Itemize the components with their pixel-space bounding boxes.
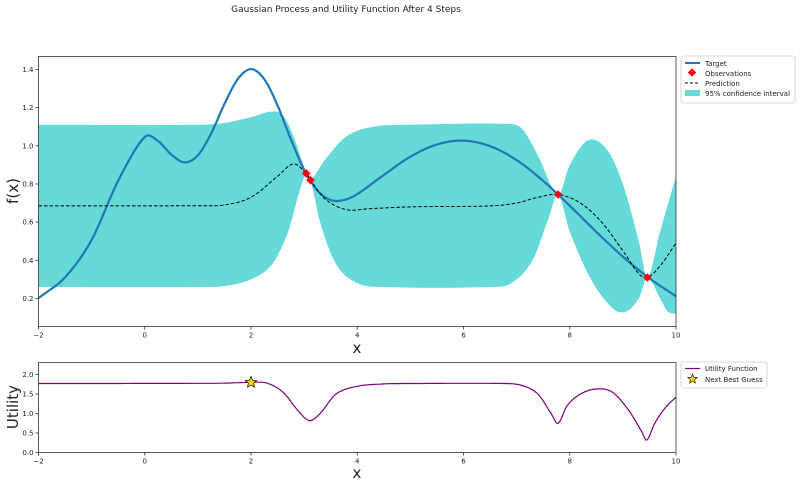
x-tick-label: 10 — [672, 332, 681, 340]
y-tick-label: 1.4 — [22, 66, 34, 74]
y-tick-label: 0.0 — [22, 449, 33, 457]
y-tick-label: 0.2 — [22, 295, 33, 303]
legend-confidence-swatch — [685, 90, 700, 96]
y-tick-label: 1.0 — [22, 142, 33, 150]
legend-target-label: Target — [704, 60, 727, 68]
x-tick-label: −2 — [33, 458, 43, 466]
x-tick-label: 8 — [568, 332, 572, 340]
y-tick-label: 1.0 — [22, 410, 33, 418]
x-tick-label: 10 — [672, 458, 681, 466]
y-tick-label: 1.2 — [22, 104, 33, 112]
y-tick-label: 0.5 — [22, 430, 33, 438]
y-tick-label: 0.4 — [22, 257, 34, 265]
y-tick-label: 2.0 — [22, 371, 33, 379]
utility-axes-frame — [38, 362, 677, 453]
x-tick-label: 8 — [568, 458, 572, 466]
utility-ylabel: Utility — [4, 385, 22, 429]
legend-next-guess-label: Next Best Guess — [705, 376, 763, 384]
observation-point — [643, 273, 652, 282]
target-line — [37, 67, 677, 299]
figure-title: Gaussian Process and Utility Function Af… — [231, 5, 461, 15]
x-tick-label: 4 — [355, 332, 360, 340]
gp-axes: −2 0 2 4 6 8 10 0.2 0.4 0.6 0.8 1.0 1.2 1.4 x f(x) — [4, 56, 681, 357]
legend-utility-label: Utility Function — [705, 365, 758, 373]
x-tick-label: −2 — [33, 332, 43, 340]
gp-legend-frame — [680, 55, 796, 104]
utility-legend-frame — [680, 361, 768, 389]
gp-legend: Target Observations Prediction 95% confi… — [680, 55, 796, 104]
observation-point — [302, 169, 311, 178]
x-tick-label: 4 — [355, 458, 360, 466]
utility-axes: −2 0 2 4 6 8 10 0.0 0.5 1.0 1.5 2.0 x Utility — [4, 362, 681, 482]
y-tick-label: 1.5 — [22, 391, 33, 399]
y-tick-label: 0.8 — [22, 180, 33, 188]
gp-xlabel: x — [353, 339, 362, 357]
x-tick-label: 0 — [143, 458, 147, 466]
utility-legend: Utility Function Next Best Guess — [680, 361, 768, 389]
next-best-guess-marker — [244, 375, 258, 388]
legend-next-guess-swatch — [686, 373, 699, 384]
utility-xlabel: x — [353, 464, 362, 482]
legend-confidence-label: 95% confidence interval — [705, 90, 790, 98]
x-tick-label: 0 — [143, 332, 147, 340]
y-tick-label: 0.6 — [22, 219, 34, 227]
x-tick-label: 6 — [461, 332, 466, 340]
legend-observations-label: Observations — [705, 70, 752, 78]
x-tick-label: 2 — [249, 332, 253, 340]
prediction-line — [38, 163, 677, 279]
utility-line — [38, 381, 677, 441]
gp-ylabel: f(x) — [4, 178, 22, 204]
x-tick-label: 6 — [461, 458, 466, 466]
legend-prediction-label: Prediction — [705, 80, 740, 88]
observation-point — [306, 175, 315, 185]
confidence-interval-band — [38, 111, 676, 314]
x-tick-label: 2 — [249, 458, 253, 466]
